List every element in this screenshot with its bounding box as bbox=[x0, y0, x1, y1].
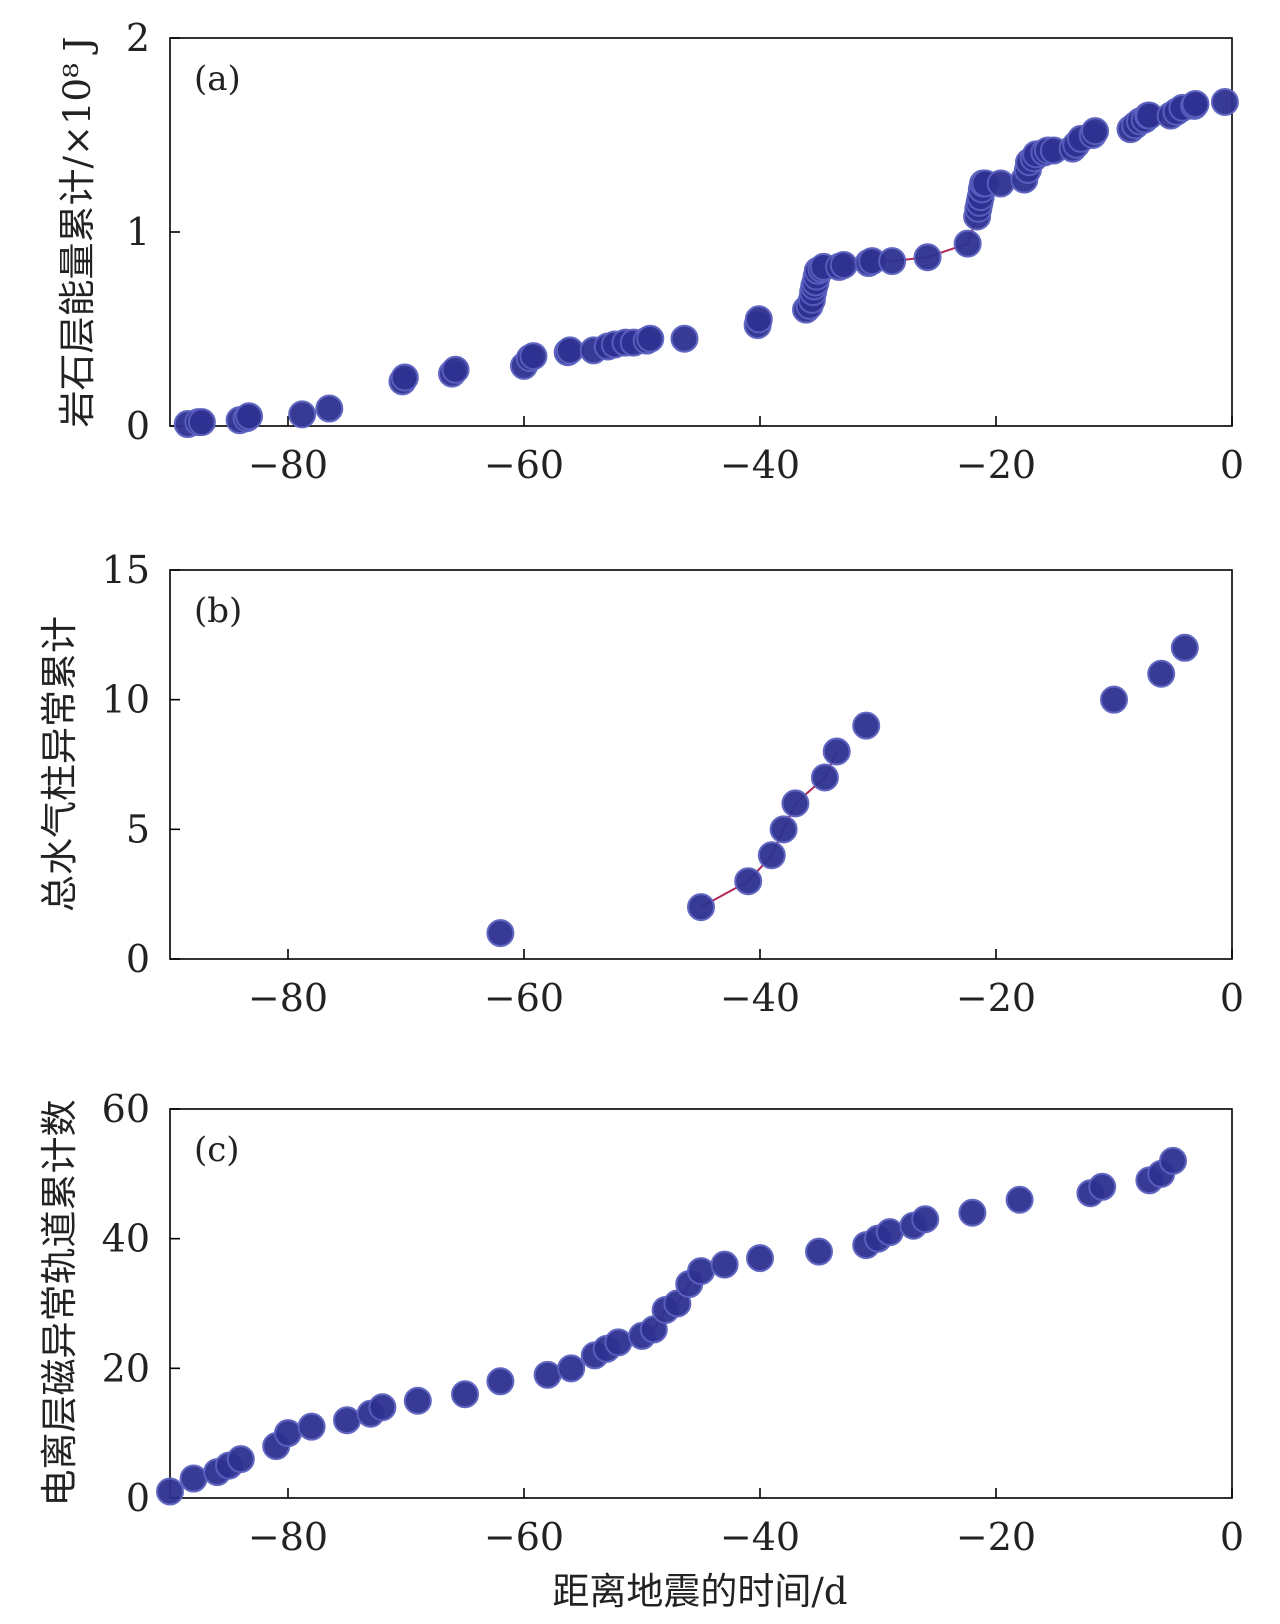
data-point bbox=[288, 400, 317, 429]
data-point bbox=[315, 394, 344, 423]
y-axis-title: 总水气柱异常累计 bbox=[38, 616, 81, 912]
data-point bbox=[486, 919, 515, 948]
x-tick-label: 0 bbox=[1220, 1515, 1244, 1559]
data-point bbox=[486, 1367, 515, 1396]
plot-frame bbox=[169, 569, 1233, 960]
data-point bbox=[1100, 685, 1128, 714]
y-tick-label: 0 bbox=[126, 1476, 150, 1520]
y-tick-label: 40 bbox=[102, 1217, 150, 1261]
data-point bbox=[986, 169, 1015, 198]
x-tick-label: −20 bbox=[956, 1515, 1036, 1559]
x-tick-label: −80 bbox=[248, 1515, 328, 1559]
data-point bbox=[822, 737, 851, 766]
panel-label: (b) bbox=[194, 591, 242, 631]
x-tick-label: 0 bbox=[1220, 443, 1244, 487]
data-point bbox=[958, 1198, 987, 1227]
data-point bbox=[734, 867, 763, 896]
data-point bbox=[1170, 633, 1199, 662]
plot-frame bbox=[169, 37, 1233, 427]
data-point bbox=[636, 324, 665, 353]
data-point bbox=[403, 1386, 432, 1415]
data-point bbox=[533, 1360, 562, 1389]
x-tick-label: −40 bbox=[720, 976, 800, 1020]
data-point bbox=[911, 1205, 940, 1234]
data-point bbox=[1147, 659, 1176, 688]
data-point bbox=[878, 247, 907, 276]
data-point bbox=[390, 363, 419, 392]
data-point bbox=[744, 305, 773, 334]
data-point bbox=[746, 1244, 774, 1273]
x-tick-label: −60 bbox=[484, 1515, 564, 1559]
data-point bbox=[687, 893, 715, 922]
x-tick-label: −20 bbox=[956, 976, 1036, 1020]
y-tick-label: 1 bbox=[126, 210, 150, 254]
data-point bbox=[274, 1419, 302, 1448]
data-point bbox=[368, 1393, 397, 1422]
data-point bbox=[953, 229, 982, 258]
x-tick-label: −40 bbox=[720, 443, 800, 487]
data-point bbox=[1181, 89, 1210, 118]
y-tick-label: 0 bbox=[126, 937, 150, 981]
data-point bbox=[781, 789, 810, 818]
panel-label: (a) bbox=[194, 59, 241, 99]
panel-label: (c) bbox=[194, 1130, 240, 1170]
x-tick-label: −80 bbox=[248, 976, 328, 1020]
x-tick-label: 0 bbox=[1220, 976, 1244, 1020]
data-point bbox=[604, 1328, 633, 1357]
y-tick-label: 15 bbox=[102, 548, 150, 592]
data-point bbox=[1159, 1146, 1187, 1175]
y-tick-label: 10 bbox=[102, 678, 150, 722]
data-point bbox=[670, 324, 699, 353]
data-point bbox=[235, 402, 264, 431]
data-point bbox=[852, 711, 881, 740]
data-point bbox=[810, 763, 839, 792]
data-point bbox=[875, 1218, 904, 1247]
data-point bbox=[297, 1412, 326, 1441]
y-tick-label: 2 bbox=[126, 16, 150, 60]
data-point bbox=[1210, 88, 1239, 117]
data-point bbox=[805, 1237, 833, 1266]
data-point bbox=[710, 1250, 739, 1279]
y-axis-title: 岩石层能量累计/×10⁸ J bbox=[56, 37, 99, 428]
data-point bbox=[829, 250, 858, 279]
y-tick-label: 5 bbox=[126, 807, 150, 851]
data-point bbox=[519, 342, 548, 371]
data-point bbox=[156, 1477, 184, 1506]
x-axis-title: 距离地震的时间/d bbox=[552, 1570, 847, 1613]
panel-c: −80 −60 −40 −20 0 0 20 40 60 (c) 电离层磁异常轨道累计数 bbox=[38, 1087, 1244, 1559]
data-point bbox=[687, 1257, 715, 1286]
x-tick-label: −20 bbox=[956, 443, 1036, 487]
y-tick-label: 20 bbox=[102, 1346, 150, 1390]
data-point bbox=[226, 1445, 255, 1474]
y-tick-label: 0 bbox=[126, 404, 150, 448]
data-point bbox=[757, 841, 786, 870]
y-axis-title: 电离层磁异常轨道累计数 bbox=[38, 1100, 81, 1507]
plot-frame bbox=[169, 1108, 1233, 1499]
data-point bbox=[1088, 1172, 1117, 1201]
panel-b: −80 −60 −40 −20 0 0 5 10 15 (b) 总水气柱异常累计 bbox=[38, 548, 1244, 1020]
data-point bbox=[769, 815, 798, 844]
x-tick-label: −40 bbox=[720, 1515, 800, 1559]
data-point bbox=[187, 408, 216, 437]
panel-a: −80 −60 −40 −20 0 0 1 2 (a) 岩石层能量累计/×10⁸ J bbox=[56, 16, 1244, 487]
data-point bbox=[1081, 117, 1110, 146]
x-tick-label: −80 bbox=[248, 443, 328, 487]
x-tick-label: −60 bbox=[484, 443, 564, 487]
data-point bbox=[179, 1464, 208, 1493]
data-point bbox=[913, 243, 942, 272]
data-point bbox=[451, 1380, 479, 1409]
data-point bbox=[556, 336, 585, 365]
data-point bbox=[333, 1406, 361, 1435]
data-point bbox=[441, 355, 470, 384]
data-point bbox=[557, 1354, 586, 1383]
y-tick-label: 60 bbox=[102, 1087, 150, 1131]
x-tick-label: −60 bbox=[484, 976, 564, 1020]
data-point bbox=[1005, 1185, 1034, 1214]
